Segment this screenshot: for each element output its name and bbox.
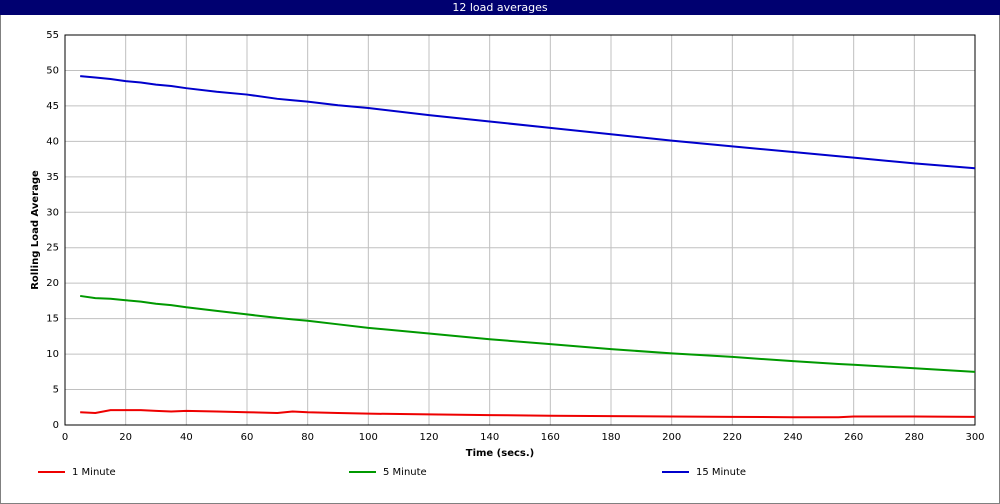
y-tick-label: 55	[46, 30, 59, 41]
series-line	[80, 409, 976, 419]
x-tick-label: 180	[601, 432, 620, 443]
legend-label: 15 Minute	[696, 467, 746, 478]
x-tick-label: 80	[301, 432, 314, 443]
legend-label: 5 Minute	[383, 467, 427, 478]
x-tick-label: 0	[62, 432, 68, 443]
x-tick-label: 260	[844, 432, 863, 443]
x-tick-label: 140	[480, 432, 499, 443]
y-tick-label: 30	[46, 207, 59, 218]
y-tick-label: 0	[53, 420, 59, 431]
y-tick-label: 10	[46, 349, 59, 360]
x-tick-label: 120	[419, 432, 438, 443]
y-tick-label: 45	[46, 101, 59, 112]
y-tick-label: 5	[53, 385, 59, 396]
chart-title: 12 load averages	[452, 1, 548, 14]
x-tick-label: 60	[241, 432, 254, 443]
y-tick-label: 20	[46, 278, 59, 289]
legend-label: 1 Minute	[72, 467, 116, 478]
series-line	[80, 294, 976, 373]
title-bar	[0, 0, 1000, 15]
plot-frame	[64, 34, 976, 426]
x-tick-label: 40	[180, 432, 193, 443]
x-tick-label: 240	[783, 432, 802, 443]
series-line	[80, 75, 976, 170]
x-tick-label: 200	[662, 432, 681, 443]
y-tick-label: 35	[46, 172, 59, 183]
x-tick-label: 100	[359, 432, 378, 443]
x-tick-label: 20	[119, 432, 132, 443]
y-tick-label: 40	[46, 136, 59, 147]
y-tick-label: 15	[46, 314, 59, 325]
x-tick-label: 160	[541, 432, 560, 443]
x-tick-label: 280	[905, 432, 924, 443]
y-tick-label: 25	[46, 243, 59, 254]
y-tick-label: 50	[46, 65, 59, 76]
x-tick-label: 300	[965, 432, 984, 443]
x-axis-label: Time (secs.)	[466, 448, 535, 459]
y-axis-label: Rolling Load Average	[30, 170, 41, 290]
x-tick-label: 220	[723, 432, 742, 443]
